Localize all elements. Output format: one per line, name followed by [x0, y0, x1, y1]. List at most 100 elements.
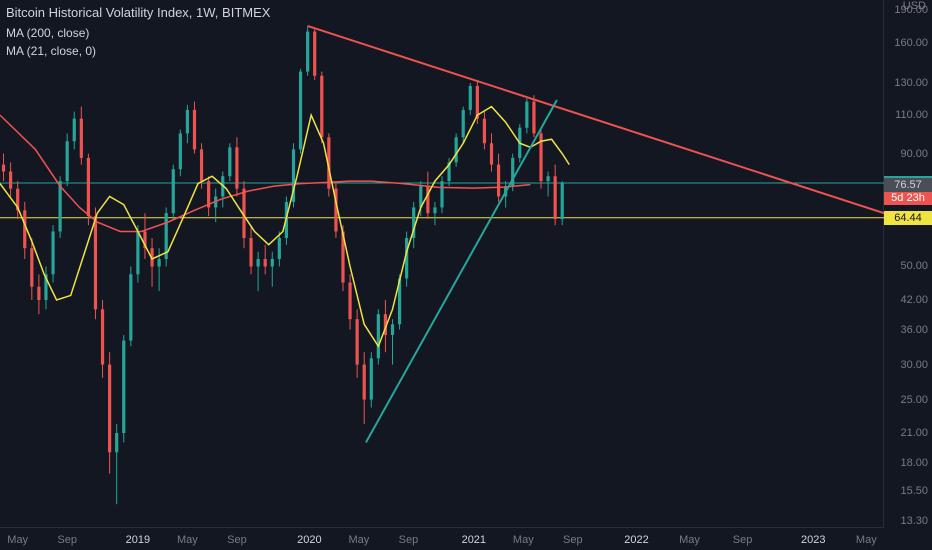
x-tick: Sep — [57, 534, 77, 546]
candle-body — [546, 176, 549, 181]
candle-body — [306, 32, 309, 72]
candle-body — [2, 165, 5, 172]
ma21-line[interactable] — [0, 107, 569, 347]
candle-body — [447, 162, 450, 181]
candle-body — [59, 181, 62, 231]
x-tick: May — [7, 534, 28, 546]
x-tick: May — [856, 534, 877, 546]
candle-body — [525, 102, 528, 128]
ma200-line[interactable] — [0, 115, 530, 231]
y-tick: 15.50 — [900, 485, 928, 497]
candle-body — [30, 248, 33, 287]
x-tick: 2022 — [624, 534, 648, 546]
x-tick: 2023 — [801, 534, 825, 546]
x-tick: 2021 — [462, 534, 486, 546]
candle-body — [554, 176, 557, 219]
candle-body — [363, 365, 366, 400]
candle-body — [165, 213, 168, 259]
chart-title[interactable]: Bitcoin Historical Volatility Index, 1W,… — [6, 4, 270, 22]
candle-body — [391, 324, 394, 335]
candle-body — [235, 147, 238, 188]
candle-body — [249, 238, 252, 266]
price-axis[interactable]: 190.00160.00130.00110.0090.0050.0042.003… — [884, 0, 932, 528]
candle-body — [419, 186, 422, 207]
y-tick: 36.00 — [900, 324, 928, 336]
candle-body — [179, 133, 182, 169]
currency-label: USD — [903, 0, 926, 12]
candle-body — [377, 314, 380, 358]
x-tick: May — [679, 534, 700, 546]
candle-body — [561, 183, 564, 219]
time-axis[interactable]: May Sep 2019 May Sep 2020 May Sep 2021 May Sep 2022… — [0, 528, 884, 550]
candle-body — [539, 133, 542, 181]
candle-body — [9, 172, 12, 189]
candle-body — [462, 110, 465, 137]
candle-body — [271, 259, 274, 267]
candle-body — [341, 231, 344, 282]
candle-body — [122, 341, 125, 434]
candle-body — [405, 238, 408, 278]
candle-body — [455, 137, 458, 162]
candle-body — [511, 158, 514, 186]
candle-body — [94, 216, 97, 309]
y-tick: 90.00 — [900, 148, 928, 160]
candle-body — [87, 158, 90, 216]
candle-body — [334, 189, 337, 232]
y-tick: 50.00 — [900, 260, 928, 272]
x-tick: 2019 — [126, 534, 150, 546]
candle-body — [278, 238, 281, 259]
x-tick: May — [513, 534, 534, 546]
candle-body — [356, 319, 359, 364]
indicator-ma200-label[interactable]: MA (200, close) — [6, 24, 270, 42]
chart-container: Bitcoin Historical Volatility Index, 1W,… — [0, 0, 932, 550]
candle-body — [23, 210, 26, 248]
candle-body — [264, 259, 267, 267]
price-label: 64.44 — [884, 211, 932, 225]
candle-body — [497, 165, 500, 197]
candle-body — [348, 283, 351, 320]
candle-body — [186, 110, 189, 133]
candle-body — [193, 110, 196, 149]
x-tick: Sep — [399, 534, 419, 546]
candle-body — [242, 189, 245, 238]
candle-body — [16, 189, 19, 211]
candle-body — [292, 149, 295, 201]
candle-body — [320, 76, 323, 137]
x-tick: Sep — [733, 534, 753, 546]
candle-body — [143, 231, 146, 248]
x-tick: Sep — [563, 534, 583, 546]
candle-body — [440, 181, 443, 207]
candle-body — [80, 119, 83, 158]
candle-body — [398, 278, 401, 324]
candle-body — [433, 207, 436, 213]
y-tick: 21.00 — [900, 427, 928, 439]
candle-body — [207, 181, 210, 207]
trendline-lower[interactable] — [366, 100, 557, 442]
indicator-ma21-label[interactable]: MA (21, close, 0) — [6, 42, 270, 60]
candle-body — [129, 274, 132, 340]
candle-body — [518, 128, 521, 158]
candle-body — [327, 137, 330, 188]
candle-body — [51, 231, 54, 274]
candle-body — [150, 248, 153, 266]
candle-body — [101, 309, 104, 364]
price-label: 76.57 — [884, 178, 932, 192]
chart-plot-area[interactable] — [0, 0, 884, 528]
y-tick: 13.30 — [900, 515, 928, 527]
candle-body — [44, 274, 47, 300]
candle-body — [136, 231, 139, 274]
trendline-upper[interactable] — [308, 26, 884, 213]
candle-body — [476, 86, 479, 119]
candle-body — [108, 365, 111, 453]
y-tick: 130.00 — [894, 77, 928, 89]
x-tick: 2020 — [297, 534, 321, 546]
candle-body — [73, 119, 76, 142]
y-tick: 30.00 — [900, 359, 928, 371]
candle-body — [257, 259, 260, 267]
candle-body — [504, 186, 507, 196]
price-label: 5d 23h — [884, 191, 932, 205]
candle-body — [426, 186, 429, 213]
candle-body — [299, 72, 302, 150]
candle-body — [115, 433, 118, 452]
candle-body — [285, 202, 288, 238]
